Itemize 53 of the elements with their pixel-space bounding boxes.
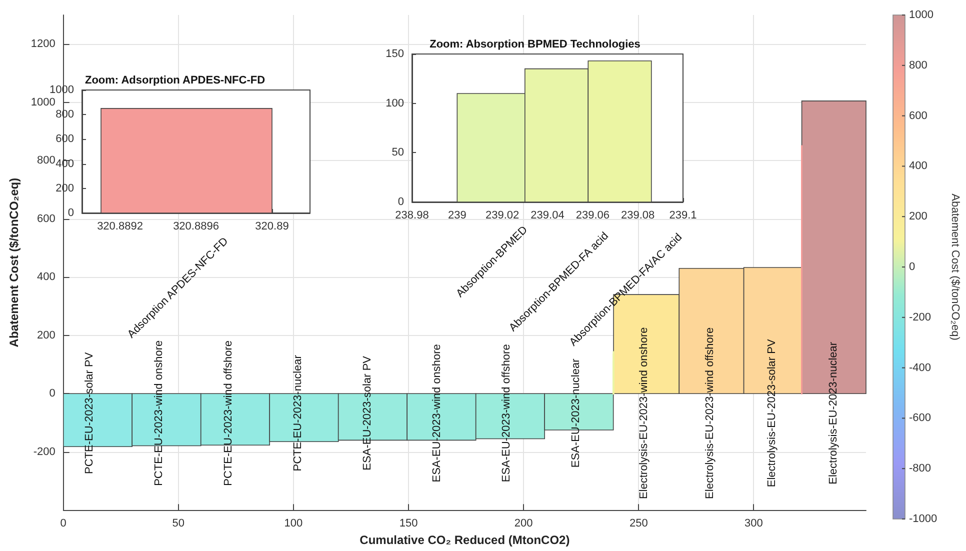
x-axis-title: Cumulative CO₂ Reduced (MtonCO2)	[360, 533, 570, 547]
y-tick-label: 0	[398, 196, 404, 208]
chart-title: Zoom: Adsorption APDES-NFC-FD	[84, 74, 266, 86]
x-tick-label: 238.98	[395, 210, 429, 222]
y-tick-label: 150	[386, 48, 404, 60]
annotation: PCTE-EU-2023-solar PV	[84, 352, 96, 474]
color-bar-label: -1000	[909, 513, 938, 525]
x-tick-label: 200	[514, 518, 533, 530]
x-tick-label: 320.89	[255, 220, 289, 232]
annotation: PCTE-EU-2023-wind offshore	[222, 340, 235, 486]
y-tick-label: 800	[37, 154, 56, 167]
x-tick-label: 320.8892	[97, 220, 143, 232]
color-bar-label: 400	[909, 160, 928, 172]
color-bar-label: 1000	[909, 9, 934, 21]
annotation: ESA-EU-2023-wind offshore	[500, 344, 513, 482]
x-tick-label: 250	[629, 518, 648, 530]
x-tick-label: 100	[284, 518, 303, 530]
y-tick-label: 100	[386, 97, 404, 110]
annotation: ESA-EU-2023-nuclear	[570, 358, 582, 468]
color-bar-label: -200	[909, 311, 932, 324]
x-tick-label: 239.1	[669, 210, 697, 222]
color-bar-label: 0	[909, 261, 916, 273]
y-tick-label: 1200	[30, 38, 56, 50]
annotation: PCTE-EU-2023-nuclear	[292, 354, 304, 472]
x-tick-label: 239.04	[530, 210, 564, 222]
color-bar-label: -600	[909, 412, 932, 424]
x-tick-label: 239.02	[486, 210, 520, 222]
x-tick-label: 320.8896	[173, 220, 219, 232]
annotation: ESA-EU-2023-wind onshore	[431, 344, 444, 482]
annotation: Electrolysis-EU-2023-nuclear	[828, 342, 840, 484]
annotation: PCTE-EU-2023-wind onshore	[153, 340, 166, 486]
color-bar-label: -400	[909, 362, 932, 374]
chart-title: Zoom: Absorption BPMED Technologies	[430, 38, 640, 50]
color-bar-label: 600	[909, 110, 928, 122]
y-tick-label: 0	[49, 388, 56, 400]
color-bar-title: Abatement Cost ($/tonCO₂eq)	[949, 194, 961, 340]
x-tick-label: 50	[172, 518, 185, 530]
x-tick-label: 239.06	[576, 210, 610, 222]
color-bar-label: -800	[909, 462, 932, 475]
x-tick-label: 239	[448, 210, 466, 222]
y-tick-label: 50	[392, 146, 404, 159]
y-axis-title: Abatement Cost ($/tonCO₂eq)	[7, 178, 21, 348]
y-tick-label: 200	[37, 329, 56, 342]
y-tick-label: 400	[37, 271, 56, 284]
x-tick-label: 239.08	[621, 210, 655, 222]
x-tick-label: 300	[744, 518, 763, 530]
y-tick-label: 1000	[30, 96, 56, 108]
annotation: Electrolysis-EU-2023-solar PV	[766, 338, 778, 488]
y-tick-label: -200	[33, 446, 56, 458]
annotation: ESA-EU-2023-solar PV	[362, 355, 374, 470]
annotation: Electrolysis-EU-2023-wind offshore	[704, 327, 716, 499]
color-bar-label: 800	[909, 59, 928, 72]
y-tick-label: 600	[37, 212, 56, 225]
